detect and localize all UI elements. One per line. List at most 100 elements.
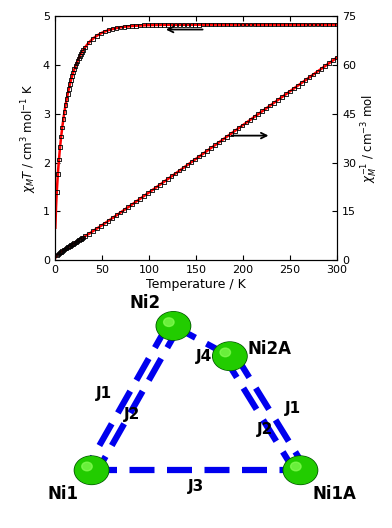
Point bbox=[137, 194, 143, 203]
Point bbox=[279, 21, 285, 29]
Point bbox=[98, 29, 104, 37]
Point bbox=[243, 21, 250, 29]
Point bbox=[200, 149, 206, 158]
Point bbox=[196, 21, 202, 29]
Point bbox=[79, 48, 85, 56]
Point bbox=[121, 205, 127, 214]
Point bbox=[56, 155, 62, 164]
Point bbox=[275, 21, 281, 29]
Circle shape bbox=[156, 312, 191, 340]
Point bbox=[109, 214, 116, 222]
Point bbox=[318, 21, 325, 29]
Point bbox=[295, 21, 301, 29]
Point bbox=[56, 249, 62, 258]
Point bbox=[113, 211, 120, 220]
Point bbox=[105, 216, 112, 225]
Point bbox=[141, 21, 147, 30]
Point bbox=[62, 101, 69, 109]
Point bbox=[267, 21, 273, 29]
Circle shape bbox=[284, 457, 317, 484]
Point bbox=[290, 84, 297, 93]
Point bbox=[310, 21, 317, 29]
Point bbox=[98, 222, 104, 230]
Point bbox=[243, 118, 250, 127]
Point bbox=[240, 21, 246, 29]
Point bbox=[64, 95, 70, 103]
Point bbox=[180, 164, 187, 172]
Point bbox=[271, 99, 277, 107]
Text: Ni1: Ni1 bbox=[48, 485, 79, 503]
Point bbox=[86, 39, 92, 47]
Point bbox=[188, 21, 194, 29]
Point bbox=[105, 26, 112, 34]
Point bbox=[176, 21, 183, 29]
Point bbox=[212, 141, 218, 149]
Circle shape bbox=[283, 456, 318, 484]
Point bbox=[228, 21, 234, 29]
Point bbox=[68, 241, 74, 249]
Point bbox=[72, 62, 78, 70]
Point bbox=[263, 104, 269, 112]
Point bbox=[74, 56, 81, 65]
Point bbox=[60, 246, 67, 254]
Point bbox=[145, 189, 151, 197]
Circle shape bbox=[157, 313, 190, 340]
Point bbox=[69, 72, 75, 80]
Point bbox=[165, 21, 171, 29]
Text: J1: J1 bbox=[96, 386, 113, 401]
Point bbox=[54, 188, 60, 196]
Point bbox=[59, 247, 65, 255]
Point bbox=[90, 227, 96, 235]
Point bbox=[67, 242, 73, 250]
Point bbox=[66, 242, 72, 251]
Point bbox=[172, 169, 179, 178]
Point bbox=[76, 54, 82, 63]
Point bbox=[247, 116, 254, 124]
Point bbox=[267, 101, 273, 110]
Point bbox=[153, 21, 159, 29]
Point bbox=[129, 22, 135, 30]
Point bbox=[80, 233, 86, 242]
Point bbox=[314, 21, 321, 29]
Point bbox=[78, 234, 84, 243]
Point bbox=[77, 235, 83, 244]
Point bbox=[236, 124, 242, 133]
Point bbox=[208, 21, 214, 29]
Text: Ni1A: Ni1A bbox=[312, 485, 356, 503]
Point bbox=[251, 21, 258, 29]
Point bbox=[67, 80, 73, 88]
Point bbox=[310, 70, 317, 79]
Point bbox=[232, 127, 238, 135]
Point bbox=[212, 21, 218, 29]
Point bbox=[287, 21, 293, 29]
Point bbox=[145, 21, 151, 30]
Point bbox=[69, 240, 75, 249]
Circle shape bbox=[290, 462, 301, 471]
Point bbox=[57, 143, 63, 152]
Point bbox=[161, 178, 167, 186]
Point bbox=[117, 23, 123, 32]
Point bbox=[78, 50, 84, 58]
Point bbox=[172, 21, 179, 29]
Point bbox=[247, 21, 254, 29]
Point bbox=[71, 65, 78, 73]
Point bbox=[72, 238, 78, 247]
Point bbox=[299, 21, 305, 29]
Point bbox=[180, 21, 187, 29]
Point bbox=[59, 123, 65, 131]
Circle shape bbox=[213, 342, 247, 370]
Point bbox=[279, 93, 285, 101]
Point bbox=[62, 244, 69, 253]
Point bbox=[188, 158, 194, 166]
Point bbox=[216, 138, 222, 147]
Text: J2: J2 bbox=[257, 422, 273, 437]
Text: J4: J4 bbox=[196, 348, 212, 364]
Circle shape bbox=[220, 348, 230, 357]
Point bbox=[283, 21, 289, 29]
Point bbox=[109, 25, 116, 33]
X-axis label: Temperature / K: Temperature / K bbox=[146, 278, 246, 291]
Text: J3: J3 bbox=[188, 479, 204, 494]
Point bbox=[192, 21, 198, 29]
Point bbox=[299, 79, 305, 87]
Point bbox=[55, 250, 61, 259]
